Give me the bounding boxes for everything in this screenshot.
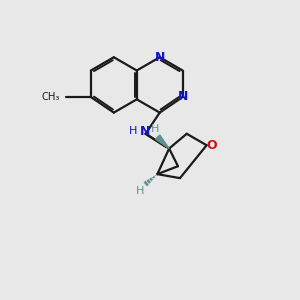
Text: N: N (154, 51, 165, 64)
Text: CH₃: CH₃ (42, 92, 60, 102)
Text: N: N (140, 125, 150, 138)
Text: N: N (178, 91, 188, 103)
Polygon shape (156, 135, 169, 148)
Text: H: H (151, 124, 160, 134)
Text: O: O (207, 139, 217, 152)
Text: H: H (136, 186, 144, 196)
Text: H: H (129, 126, 137, 136)
